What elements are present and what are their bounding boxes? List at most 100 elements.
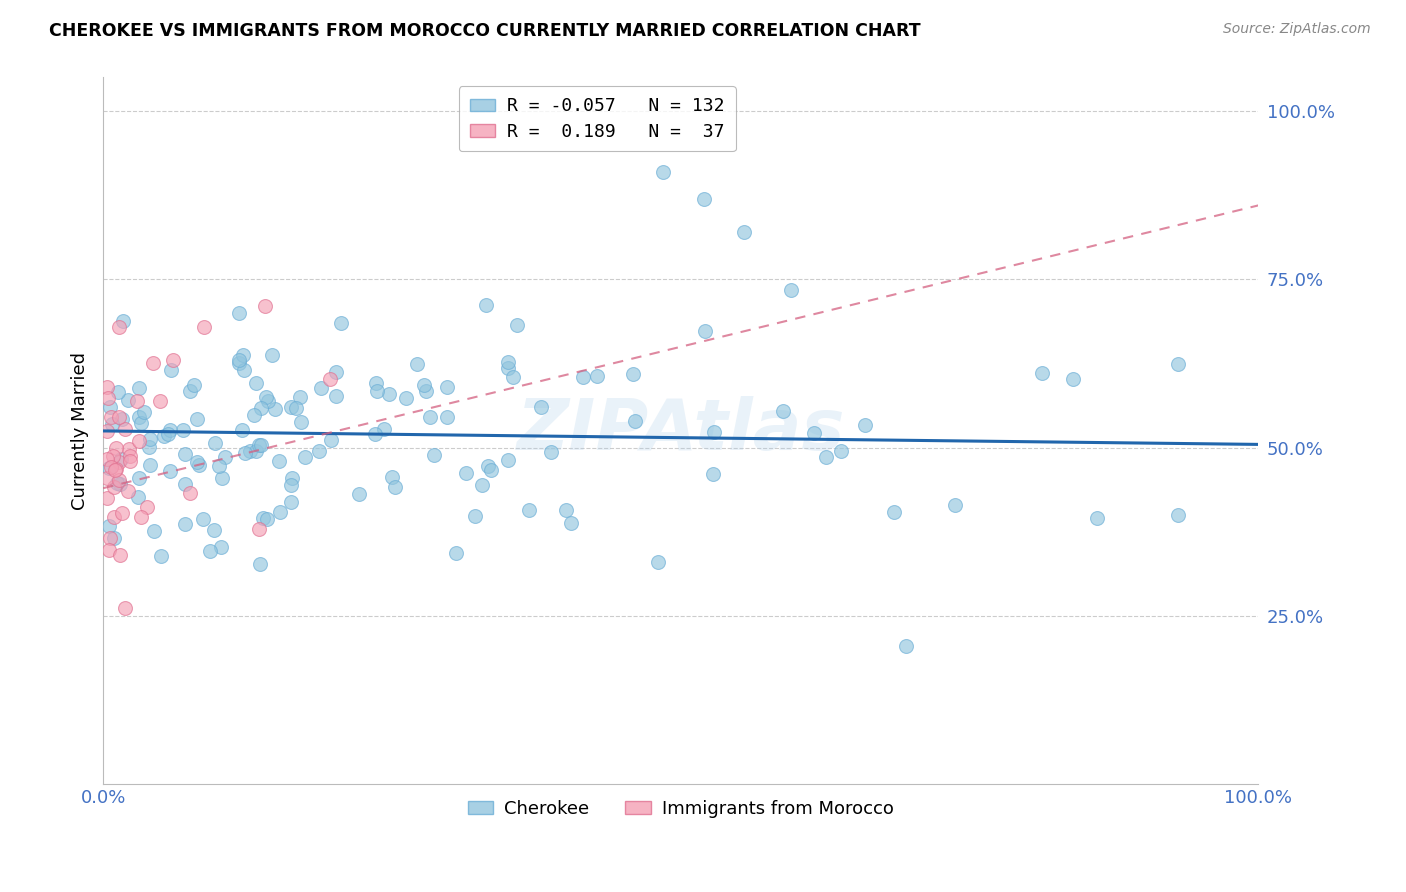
Point [214, 450, 236, 464]
Point [290, 415, 312, 429]
Point [263, 402, 285, 417]
Point [100, 409, 122, 424]
Point [406, 357, 429, 371]
Point [202, 523, 225, 537]
Point [256, 512, 278, 526]
Point [104, 441, 127, 455]
Point [347, 487, 370, 501]
Point [107, 385, 129, 400]
Point [1167, 357, 1189, 371]
Point [247, 522, 270, 536]
Point [280, 495, 302, 509]
Point [554, 503, 576, 517]
Point [96, 491, 118, 506]
Point [128, 410, 150, 425]
Point [395, 391, 418, 405]
Point [321, 433, 343, 447]
Point [294, 450, 316, 464]
Point [104, 461, 127, 475]
Point [110, 549, 132, 563]
Point [245, 376, 267, 390]
Point [150, 549, 173, 563]
Point [208, 458, 231, 473]
Point [112, 313, 135, 327]
Point [108, 410, 131, 425]
Point [695, 324, 717, 338]
Point [1167, 508, 1189, 522]
Point [257, 394, 280, 409]
Point [173, 447, 195, 461]
Point [118, 454, 141, 468]
Point [162, 353, 184, 368]
Point [108, 473, 131, 487]
Point [117, 483, 139, 498]
Point [97, 392, 120, 406]
Point [101, 417, 124, 431]
Point [733, 225, 755, 239]
Point [475, 298, 498, 312]
Point [280, 400, 302, 414]
Point [280, 478, 302, 492]
Point [330, 316, 353, 330]
Point [693, 192, 716, 206]
Point [419, 409, 441, 424]
Point [118, 442, 141, 457]
Point [172, 423, 194, 437]
Point [506, 318, 529, 333]
Point [98, 400, 121, 414]
Point [103, 509, 125, 524]
Point [853, 417, 876, 432]
Point [136, 500, 159, 514]
Point [530, 400, 553, 414]
Point [262, 348, 284, 362]
Point [254, 390, 277, 404]
Point [772, 403, 794, 417]
Point [98, 543, 121, 558]
Point [779, 283, 801, 297]
Point [496, 453, 519, 467]
Point [114, 421, 136, 435]
Text: Source: ZipAtlas.com: Source: ZipAtlas.com [1223, 22, 1371, 37]
Point [381, 469, 404, 483]
Point [127, 490, 149, 504]
Point [1085, 511, 1108, 525]
Point [477, 458, 499, 473]
Point [228, 352, 250, 367]
Point [128, 381, 150, 395]
Point [373, 422, 395, 436]
Point [247, 438, 270, 452]
Point [125, 393, 148, 408]
Point [107, 454, 129, 468]
Point [191, 512, 214, 526]
Point [198, 543, 221, 558]
Point [377, 387, 399, 401]
Point [233, 363, 256, 377]
Point [586, 369, 609, 384]
Point [436, 380, 458, 394]
Point [652, 164, 675, 178]
Point [114, 601, 136, 615]
Point [96, 424, 118, 438]
Point [103, 480, 125, 494]
Point [97, 519, 120, 533]
Point [228, 355, 250, 369]
Point [249, 557, 271, 571]
Text: ZIPAtlas: ZIPAtlas [516, 396, 845, 466]
Point [142, 356, 165, 370]
Point [703, 425, 725, 440]
Point [444, 546, 467, 560]
Point [104, 463, 127, 477]
Point [96, 451, 118, 466]
Point [204, 436, 226, 450]
Point [883, 505, 905, 519]
Point [803, 425, 825, 440]
Point [110, 477, 132, 491]
Point [159, 464, 181, 478]
Point [252, 511, 274, 525]
Point [231, 423, 253, 437]
Point [325, 389, 347, 403]
Point [814, 450, 837, 464]
Point [364, 426, 387, 441]
Point [103, 531, 125, 545]
Point [288, 390, 311, 404]
